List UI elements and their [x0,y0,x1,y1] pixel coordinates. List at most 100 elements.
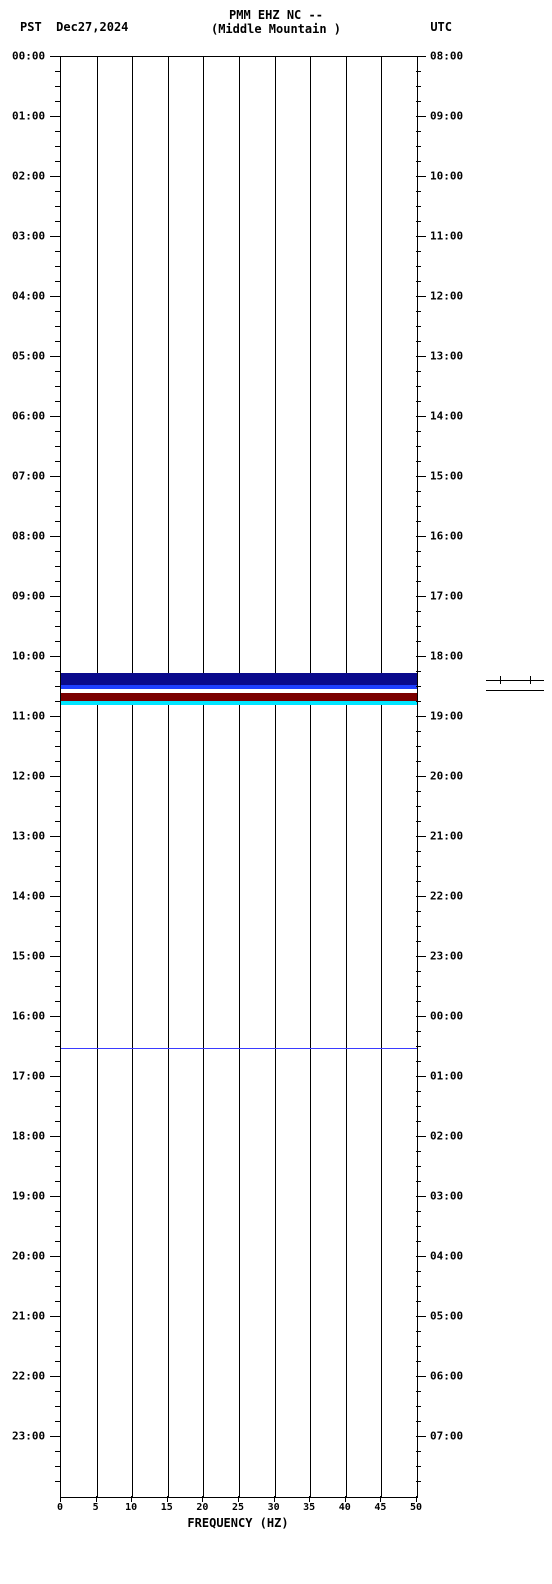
x-tick-label: 20 [196,1502,208,1513]
left-time-label: 21:00 [12,1310,46,1323]
tick-minor [416,221,421,222]
tick-minor [416,1046,421,1047]
tick-major [416,716,426,717]
colorbar-line [486,690,544,691]
colorbar-tick [530,676,531,684]
tick-minor [416,1391,421,1392]
tick-minor [416,491,421,492]
tick-minor [55,101,60,102]
tick-minor [416,1181,421,1182]
tick-major [50,296,60,297]
right-time-label: 04:00 [430,1250,463,1263]
tick-minor [416,611,421,612]
tick-minor [416,191,421,192]
gridline [275,57,276,1497]
tick-major [50,1376,60,1377]
tick-minor [55,461,60,462]
tick-major [416,416,426,417]
left-time-label: 08:00 [12,530,46,543]
tick-minor [416,1301,421,1302]
tick-minor [416,371,421,372]
tick-minor [416,566,421,567]
tick-major [416,116,426,117]
gridline [203,57,204,1497]
data-band [61,693,417,700]
right-time-label: 03:00 [430,1190,463,1203]
tick-minor [55,866,60,867]
tick-minor [55,551,60,552]
tick-minor [55,566,60,567]
tick-major [416,776,426,777]
tick-minor [55,146,60,147]
x-tick-label: 0 [57,1502,63,1513]
tick-minor [416,1286,421,1287]
tick-minor [416,551,421,552]
right-time-label: 00:00 [430,1010,463,1023]
tick-minor [55,251,60,252]
left-time-label: 01:00 [12,110,46,123]
tick-minor [416,806,421,807]
tick-minor [55,191,60,192]
tick-minor [416,1451,421,1452]
tick-minor [55,1031,60,1032]
left-tz-label: PST [20,20,42,34]
right-time-label: 17:00 [430,590,463,603]
tick-major [50,536,60,537]
tick-minor [55,1361,60,1362]
tick-minor [416,791,421,792]
tick-minor [55,851,60,852]
header-right: UTC [430,20,452,34]
tick-minor [55,1121,60,1122]
tick-minor [55,326,60,327]
tick-minor [55,1046,60,1047]
tick-minor [55,881,60,882]
tick-minor [416,1361,421,1362]
tick-major [50,716,60,717]
left-time-label: 23:00 [12,1430,46,1443]
date-label: Dec27,2024 [56,20,128,34]
tick-minor [55,746,60,747]
tick-minor [416,326,421,327]
right-time-label: 18:00 [430,650,463,663]
tick-minor [416,86,421,87]
left-time-label: 09:00 [12,590,46,603]
data-band [61,701,417,705]
tick-minor [416,161,421,162]
tick-minor [416,146,421,147]
tick-minor [55,431,60,432]
tick-minor [55,86,60,87]
tick-minor [55,1241,60,1242]
tick-minor [416,866,421,867]
tick-major [416,536,426,537]
tick-major [416,1376,426,1377]
tick-minor [55,686,60,687]
spectrogram-plot [60,56,418,1498]
right-time-label: 23:00 [430,950,463,963]
left-time-label: 06:00 [12,410,46,423]
tick-major [50,1256,60,1257]
right-time-label: 02:00 [430,1130,463,1143]
tick-minor [416,671,421,672]
tick-minor [55,1331,60,1332]
right-time-label: 12:00 [430,290,463,303]
tick-minor [55,266,60,267]
tick-major [416,1016,426,1017]
right-time-label: 21:00 [430,830,463,843]
tick-minor [416,1091,421,1092]
tick-minor [416,281,421,282]
tick-minor [55,1106,60,1107]
left-time-label: 16:00 [12,1010,46,1023]
tick-minor [416,386,421,387]
header-left: PST Dec27,2024 [20,20,128,34]
tick-minor [55,1286,60,1287]
gridline [168,57,169,1497]
tick-major [50,416,60,417]
tick-minor [55,401,60,402]
tick-minor [416,911,421,912]
tick-major [416,476,426,477]
tick-minor [416,926,421,927]
tick-minor [55,1406,60,1407]
tick-minor [416,821,421,822]
colorbar-tick [500,676,501,684]
tick-minor [416,446,421,447]
